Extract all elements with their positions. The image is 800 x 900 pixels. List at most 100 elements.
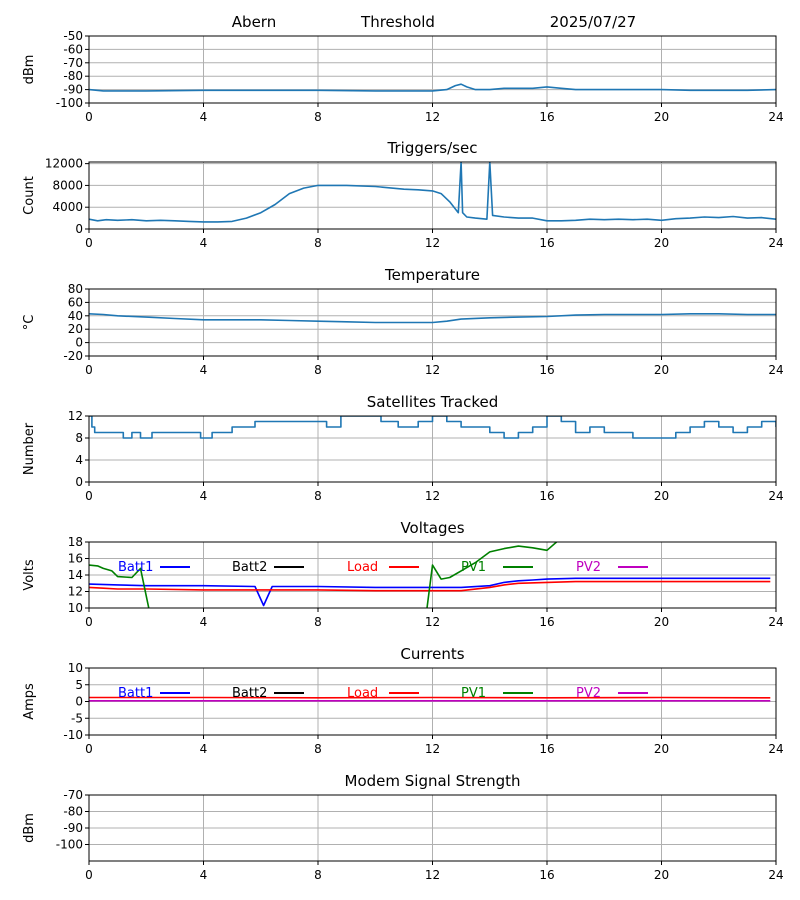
legend-label-pv2: PV2	[576, 686, 601, 701]
y-tick-label: 16	[68, 552, 83, 566]
x-tick-label: 20	[654, 868, 669, 882]
y-tick-label: -80	[63, 69, 83, 83]
y-tick-label: 60	[68, 295, 83, 309]
legend-label-batt2: Batt2	[232, 686, 267, 701]
y-tick-label: 10	[68, 661, 83, 675]
y-tick-label: -10	[63, 728, 83, 742]
series-line	[89, 83, 776, 92]
x-tick-label: 24	[768, 236, 783, 250]
y-tick-label: -70	[63, 788, 83, 802]
panel-title: Voltages	[400, 519, 464, 537]
y-tick-label: 12	[68, 409, 83, 423]
panel-voltages: 0 4 8 12 16 20 24 10 12 14 16 18 Voltages Volts Batt1 B…	[22, 519, 784, 629]
x-tick-label: 0	[85, 868, 93, 882]
series-line-batt1	[89, 577, 771, 607]
figure-header: Abern Threshold 2025/07/27	[232, 13, 636, 31]
panel-triggers: 0 4 8 12 16 20 24 0 4000 8000 12000 Triggers/sec Cou…	[22, 139, 784, 250]
legend-label-pv2: PV2	[576, 560, 601, 575]
legend-label-batt1: Batt1	[118, 560, 153, 575]
x-tick-label: 16	[539, 489, 554, 503]
y-tick-label: 4000	[52, 200, 83, 214]
y-tick-label: 80	[68, 282, 83, 296]
x-tick-label: 8	[314, 868, 322, 882]
x-tick-label: 4	[200, 489, 208, 503]
x-tick-label: 0	[85, 110, 93, 124]
x-tick-label: 16	[539, 615, 554, 629]
y-axis-label: Amps	[22, 683, 37, 720]
y-tick-label: 4	[75, 453, 83, 467]
x-tick-label: 16	[539, 363, 554, 377]
legend-label-pv1: PV1	[461, 560, 486, 575]
legend-label-pv1: PV1	[461, 686, 486, 701]
panel-title: Triggers/sec	[387, 139, 478, 157]
x-tick-label: 24	[768, 363, 783, 377]
y-axis-label: dBm	[22, 813, 37, 843]
x-tick-label: 0	[85, 236, 93, 250]
y-tick-label: 0	[75, 475, 83, 489]
legend-label-load: Load	[347, 686, 378, 701]
x-tick-label: 4	[200, 742, 208, 756]
y-tick-label: -100	[56, 96, 83, 110]
y-tick-label: 12	[68, 585, 83, 599]
y-tick-label: 8	[75, 431, 83, 445]
y-tick-label: 0	[75, 695, 83, 709]
x-tick-label: 20	[654, 363, 669, 377]
y-tick-label: 14	[68, 568, 83, 582]
y-tick-label: -70	[63, 56, 83, 70]
x-tick-label: 0	[85, 742, 93, 756]
x-tick-label: 0	[85, 615, 93, 629]
x-tick-label: 4	[200, 868, 208, 882]
header-station: Abern	[232, 13, 276, 31]
panel-title: Satellites Tracked	[367, 393, 498, 411]
x-tick-label: 12	[425, 742, 440, 756]
series-line	[89, 162, 776, 223]
legend-label-load: Load	[347, 560, 378, 575]
y-tick-label: -90	[63, 83, 83, 97]
y-tick-label: 0	[75, 336, 83, 350]
x-tick-label: 20	[654, 489, 669, 503]
x-tick-label: 24	[768, 489, 783, 503]
panel-title: Currents	[400, 645, 464, 663]
x-tick-label: 20	[654, 742, 669, 756]
y-tick-label: -80	[63, 805, 83, 819]
panel-title: Modem Signal Strength	[345, 772, 521, 790]
x-tick-label: 4	[200, 110, 208, 124]
x-tick-label: 8	[314, 363, 322, 377]
legend-label-batt2: Batt2	[232, 560, 267, 575]
x-tick-label: 8	[314, 236, 322, 250]
y-axis-label: dBm	[22, 55, 37, 85]
x-tick-label: 24	[768, 615, 783, 629]
y-tick-label: 18	[68, 535, 83, 549]
y-tick-label: -20	[63, 349, 83, 363]
y-tick-label: 40	[68, 309, 83, 323]
x-tick-label: 20	[654, 615, 669, 629]
y-axis-label: °C	[22, 315, 37, 331]
series-line-pv1	[89, 542, 558, 608]
y-tick-label: 10	[68, 601, 83, 615]
x-tick-label: 12	[425, 363, 440, 377]
x-tick-label: 4	[200, 615, 208, 629]
x-tick-label: 0	[85, 363, 93, 377]
x-tick-label: 20	[654, 236, 669, 250]
y-tick-label: -100	[56, 838, 83, 852]
x-tick-label: 12	[425, 489, 440, 503]
x-tick-label: 8	[314, 615, 322, 629]
x-tick-label: 12	[425, 868, 440, 882]
y-tick-label: -5	[71, 711, 83, 725]
y-tick-label: -90	[63, 821, 83, 835]
x-tick-label: 12	[425, 236, 440, 250]
legend-label-batt1: Batt1	[118, 686, 153, 701]
header-date: 2025/07/27	[550, 13, 636, 31]
x-tick-label: 12	[425, 110, 440, 124]
y-axis-label: Number	[22, 422, 37, 475]
y-axis-label: Count	[22, 176, 37, 215]
y-tick-label: 8000	[52, 178, 83, 192]
x-tick-label: 8	[314, 489, 322, 503]
panel-satellites: 0 4 8 12 16 20 24 0 4 8 12 Satellites Tracked Number	[22, 393, 784, 503]
series-line	[89, 416, 776, 439]
x-tick-label: 16	[539, 742, 554, 756]
y-axis-label: Volts	[22, 559, 37, 591]
x-tick-label: 0	[85, 489, 93, 503]
